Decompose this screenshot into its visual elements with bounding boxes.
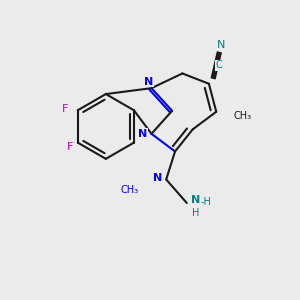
Text: N: N	[191, 195, 200, 205]
Text: CH₃: CH₃	[234, 111, 252, 121]
Text: C: C	[216, 60, 223, 70]
Text: N: N	[138, 129, 147, 139]
Text: H: H	[192, 208, 199, 218]
Text: N: N	[217, 40, 225, 50]
Text: F: F	[67, 142, 74, 152]
Text: N: N	[153, 173, 162, 183]
Text: CH₃: CH₃	[120, 185, 138, 195]
Text: N: N	[144, 77, 153, 87]
Text: F: F	[61, 104, 68, 114]
Text: -H: -H	[200, 196, 211, 206]
